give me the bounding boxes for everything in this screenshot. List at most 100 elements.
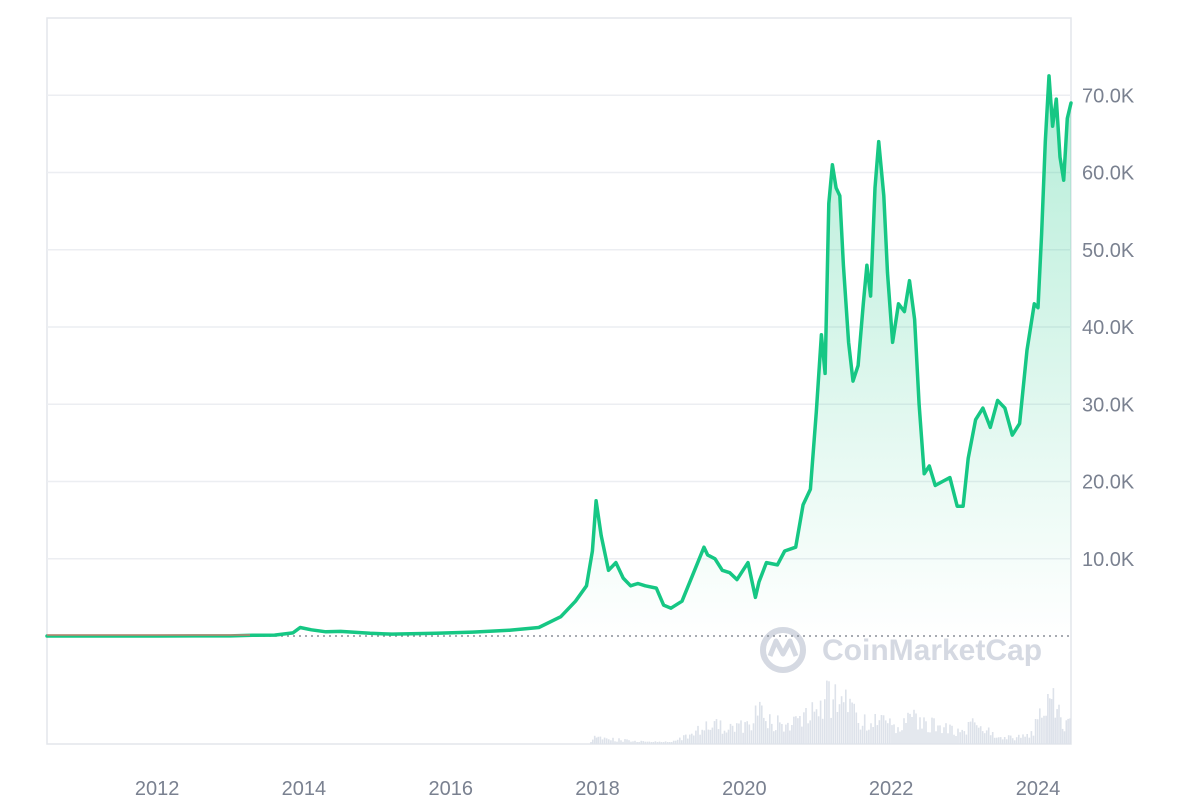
volume-bar (729, 723, 732, 744)
volume-bar (969, 721, 972, 744)
volume-bar (1032, 735, 1035, 744)
volume-bar (674, 740, 677, 744)
volume-bar (648, 741, 651, 744)
volume-bar (1043, 715, 1045, 744)
volume-bar (887, 723, 889, 744)
x-axis: 2012 2014 2016 2018 2020 2022 2024 (135, 778, 1060, 800)
volume-bar (672, 740, 675, 744)
volume-bar (979, 726, 982, 744)
volume-bar (870, 723, 872, 744)
volume-bar (656, 742, 659, 744)
volume-bar (1065, 720, 1068, 744)
volume-bar (845, 689, 847, 744)
volume-bar (935, 731, 937, 744)
volume-bar (947, 733, 949, 744)
volume-bar (754, 705, 757, 744)
volume-bar (945, 723, 947, 744)
volume-bar (903, 718, 905, 744)
volume-bar (874, 714, 876, 744)
volume-bar (842, 702, 845, 744)
volume-bar (632, 741, 634, 744)
volume-bar (717, 729, 720, 744)
y-tick-label: 70.0K (1082, 85, 1135, 107)
volume-bar (803, 712, 805, 744)
volume-bar (919, 717, 921, 744)
volume-bar (705, 721, 708, 744)
volume-bar (863, 714, 866, 744)
volume-bar (983, 733, 986, 744)
volume-bar (931, 717, 933, 744)
volume-bar (793, 716, 795, 744)
volume-bar (939, 725, 941, 744)
volume-bar (618, 738, 620, 744)
volume-bar (861, 725, 864, 744)
volume-bar (819, 700, 822, 744)
volume-bar (771, 723, 773, 744)
volume-bar (691, 733, 693, 744)
volume-bar (707, 729, 710, 744)
volume-bar (1034, 719, 1037, 744)
volume-bar (1067, 718, 1069, 744)
volume-bar (797, 718, 799, 744)
volume-bar (880, 715, 883, 744)
volume-bar (636, 742, 638, 744)
volume-bar (731, 725, 734, 744)
volume-bar (1069, 718, 1071, 744)
volume-bar (1049, 698, 1051, 744)
volume-bar (993, 737, 996, 744)
volume-bar (662, 742, 665, 744)
volume-bar (683, 735, 685, 744)
volume-bar (781, 724, 783, 744)
volume-bar (1024, 736, 1026, 744)
volume-bar (849, 698, 851, 744)
x-tick-label: 2022 (869, 778, 914, 800)
volume-bar (599, 736, 602, 744)
volume-bar (838, 704, 841, 744)
volume-bar (658, 741, 661, 744)
volume-bar (783, 731, 785, 744)
volume-bar (605, 738, 608, 744)
volume-bar (817, 716, 820, 744)
volume-bar (697, 725, 699, 744)
volume-bar (889, 718, 891, 744)
volume-bar (1063, 731, 1066, 744)
watermark-text: CoinMarketCap (822, 634, 1042, 667)
volume-bar (646, 741, 649, 744)
volume-bar (1009, 735, 1012, 744)
volume-bar (868, 729, 870, 744)
x-tick-label: 2012 (135, 778, 180, 800)
volume-bar (695, 730, 697, 744)
volume-bar (620, 740, 622, 744)
volume-bar (789, 730, 791, 744)
volume-bar (809, 720, 811, 744)
volume-bar (1011, 738, 1014, 744)
volume-bar (1026, 734, 1028, 744)
volume-bar (1045, 715, 1047, 744)
volume-bar (821, 718, 824, 744)
volume-bar (650, 742, 653, 744)
volume-bar (795, 716, 797, 744)
volume-bar (769, 714, 771, 744)
volume-bar (907, 712, 909, 744)
volume-bar (595, 737, 598, 744)
volume-bar (836, 712, 839, 744)
y-tick-label: 10.0K (1082, 549, 1135, 571)
volume-bar (1036, 719, 1039, 744)
watermark: CoinMarketCap (760, 627, 1042, 673)
volume-bar (666, 742, 669, 744)
volume-bar (807, 723, 809, 744)
volume-histogram (590, 680, 1071, 744)
volume-bar (878, 720, 881, 744)
volume-bar (893, 724, 895, 744)
volume-bar (1020, 737, 1022, 744)
volume-bar (957, 728, 959, 744)
volume-bar (630, 741, 632, 744)
volume-bar (971, 718, 974, 744)
volume-bar (634, 740, 636, 744)
volume-bar (638, 742, 640, 744)
volume-bar (616, 741, 618, 744)
volume-bar (826, 680, 828, 744)
volume-bar (628, 740, 630, 744)
volume-bar (1013, 740, 1016, 744)
